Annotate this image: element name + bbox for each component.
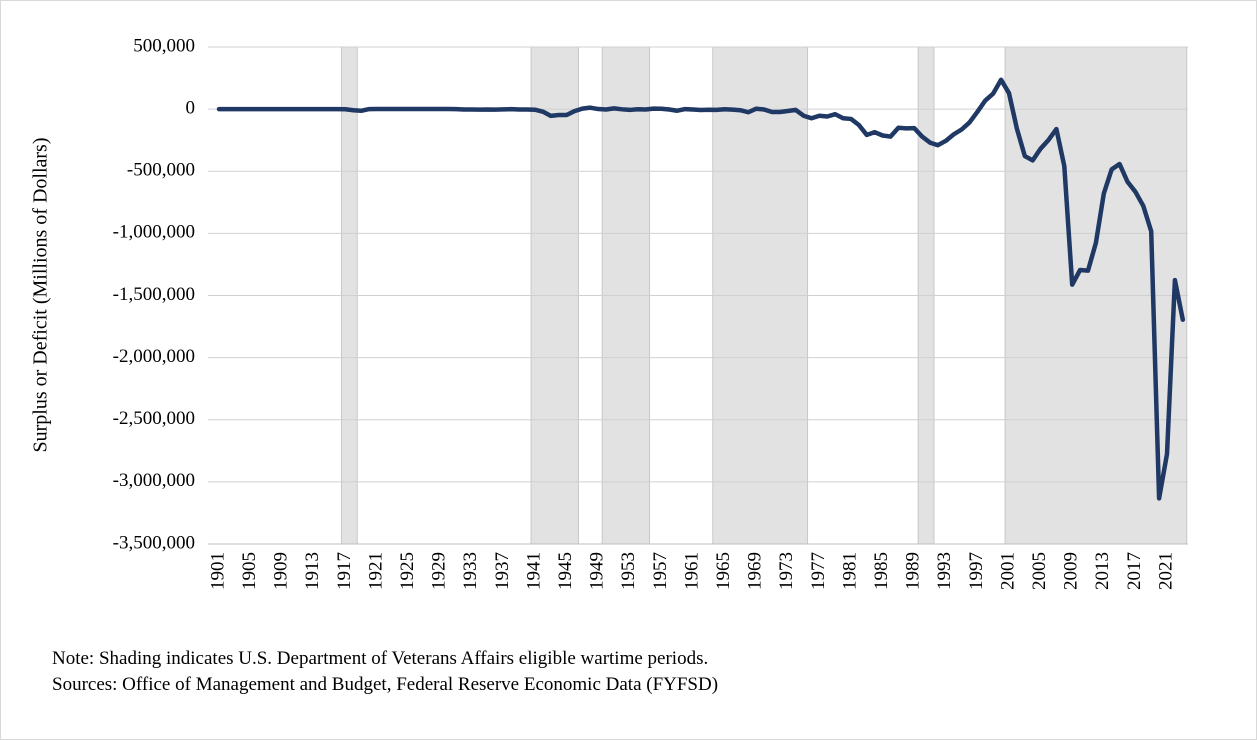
x-tick-label: 1957 (650, 552, 671, 590)
x-tick-label: 1973 (776, 552, 797, 590)
x-tick-label: 1997 (966, 552, 987, 590)
y-tick-label: 0 (186, 97, 196, 118)
x-tick-label: 1905 (239, 552, 260, 590)
x-tick-label: 1981 (839, 552, 860, 590)
x-tick-label: 1913 (302, 552, 323, 590)
x-tick-label: 2017 (1124, 552, 1145, 590)
x-tick-label: 2021 (1155, 552, 1176, 590)
x-tick-label: 2009 (1061, 552, 1082, 590)
x-tick-label: 1961 (681, 552, 702, 590)
x-tick-label: 1949 (587, 552, 608, 590)
y-tick-label: 500,000 (133, 35, 195, 56)
x-tick-label: 2001 (997, 552, 1018, 590)
y-axis-title: Surplus or Deficit (Millions of Dollars) (30, 138, 52, 453)
x-tick-label: 1985 (871, 552, 892, 590)
y-tick-label: -2,000,000 (113, 346, 195, 367)
x-tick-label: 1933 (460, 552, 481, 590)
x-tick-label: 1901 (207, 552, 228, 590)
x-tick-label: 2005 (1029, 552, 1050, 590)
x-tick-label: 1929 (429, 552, 450, 590)
x-tick-label: 1993 (934, 552, 955, 590)
y-tick-label: -2,500,000 (113, 408, 195, 429)
x-tick-label: 1937 (492, 552, 513, 590)
note: Note: Shading indicates U.S. Department … (52, 648, 708, 669)
data-line (216, 77, 1186, 501)
y-tick-label: -3,000,000 (113, 470, 195, 491)
x-tick-label: 1989 (903, 552, 924, 590)
x-tick-label: 1945 (555, 552, 576, 590)
y-tick-label: -1,500,000 (113, 284, 195, 305)
x-tick-label: 1977 (808, 552, 829, 590)
source: Sources: Office of Management and Budget… (52, 674, 718, 695)
x-tick-label: 1969 (745, 552, 766, 590)
y-tick-label: -500,000 (127, 160, 195, 181)
y-tick-label: -3,500,000 (113, 532, 195, 553)
x-tick-label: 1965 (713, 552, 734, 590)
x-tick-label: 1953 (618, 552, 639, 590)
x-tick-label: 1917 (334, 552, 355, 590)
x-tick-label: 1921 (365, 552, 386, 590)
x-tick-label: 2013 (1092, 552, 1113, 590)
y-tick-label: -1,000,000 (113, 222, 195, 243)
x-tick-label: 1925 (397, 552, 418, 590)
x-tick-label: 1909 (271, 552, 292, 590)
x-tick-label: 1941 (523, 552, 544, 590)
